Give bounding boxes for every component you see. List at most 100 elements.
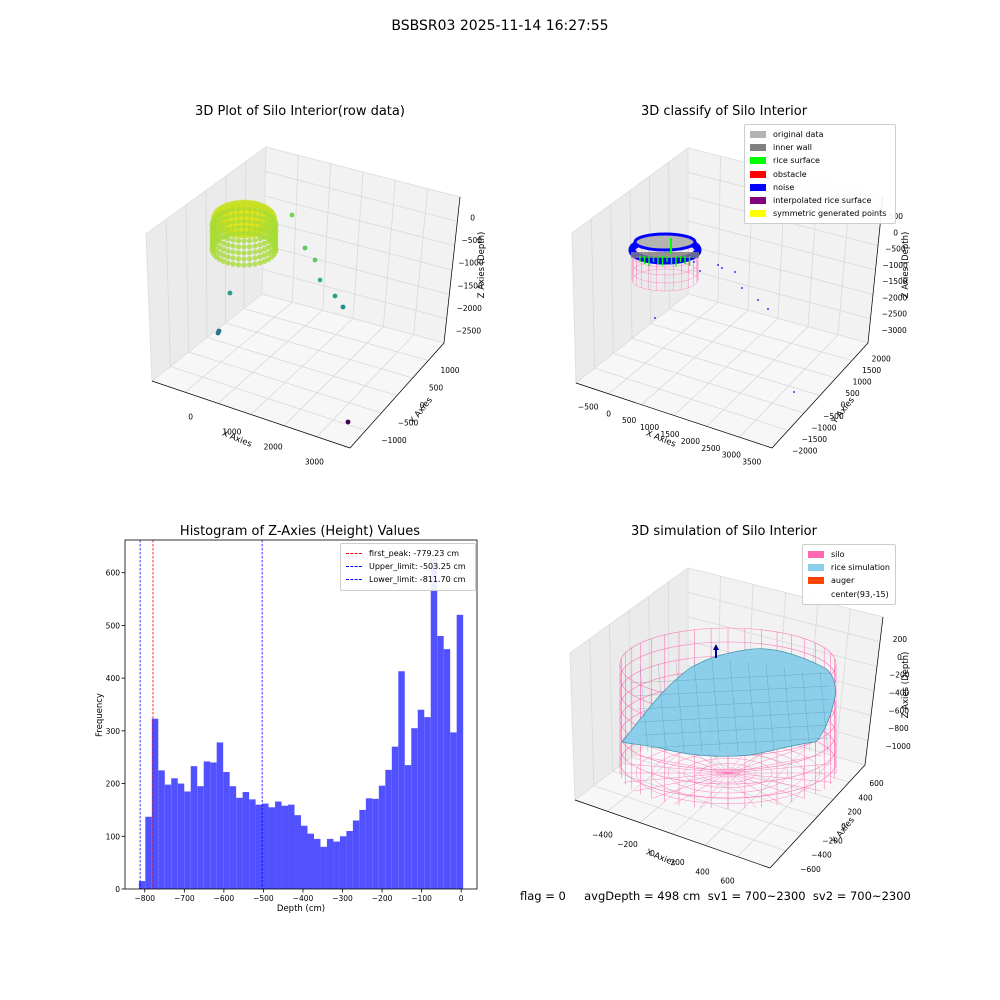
raw-wall-point [261, 210, 268, 216]
classify-grid-line [629, 190, 633, 339]
raw-wall-point [246, 262, 253, 268]
simulation-grid-line [608, 624, 614, 772]
raw-wall-point [265, 250, 272, 256]
histogram-bar [437, 635, 444, 889]
legend-label: interpolated rice surface [773, 196, 872, 206]
simulation-x-tick-label: 200 [670, 858, 685, 867]
simulation-silo-floor-spoke [651, 747, 729, 774]
simulation-z-axis-label: Z Axies (Depth) [901, 652, 911, 719]
classify-legend: original data inner wall rice surface obsta… [744, 124, 896, 225]
raw-grid-line [243, 308, 429, 361]
raw-outlier-point [312, 257, 318, 263]
simulation-z-tick-label: −800 [888, 724, 909, 733]
figure-suptitle: BSBSR03 2025-11-14 16:27:55 [391, 18, 609, 34]
raw-z-tick-label: −2000 [457, 304, 483, 313]
raw-outlier-point [340, 304, 346, 310]
raw-wall-point [246, 212, 253, 218]
classify-y-tick-label: 500 [845, 389, 860, 398]
raw-wall-point [246, 218, 253, 224]
legend-entry: auger [808, 574, 890, 587]
classify-x-tick-label: 0 [606, 409, 611, 418]
simulation-grid-line [687, 591, 881, 643]
raw-wall-point [246, 230, 253, 236]
raw-wall-point [241, 206, 247, 212]
raw-wall-point [241, 238, 247, 244]
histogram-bar [177, 783, 185, 889]
classify-y-tick-label: −1000 [811, 423, 837, 432]
histogram-x-tick-label: −200 [372, 894, 393, 903]
raw-wall-point [241, 230, 247, 236]
legend-swatch [750, 197, 766, 205]
legend-swatch [808, 591, 824, 598]
histogram-bar [164, 784, 172, 889]
simulation-rice-mesh-line [639, 711, 831, 723]
histogram-y-tick-label: 100 [106, 832, 121, 841]
legend-entry: silo [808, 548, 890, 561]
histogram-bar [411, 728, 418, 889]
simulation-z-tick-label: 0 [897, 653, 902, 662]
raw-axes-box [145, 146, 461, 449]
classify-noise-point [734, 271, 736, 273]
simulation-y-tick-label: 200 [847, 808, 862, 817]
raw-wall-point [257, 254, 263, 260]
raw-outlier-point [302, 245, 308, 251]
legend-swatch [750, 157, 766, 165]
raw-wall-point [225, 260, 231, 266]
classify-grid-line [590, 218, 596, 369]
classify-noise-point [721, 267, 723, 269]
simulation-x-axis-line [574, 799, 771, 869]
raw-wall-point [230, 213, 236, 219]
simulation-rice-mesh-line [819, 671, 829, 753]
legend-swatch [750, 170, 766, 178]
raw-wall-point [241, 224, 247, 230]
legend-entry: first_peak: -779.23 cm [346, 547, 470, 560]
histogram-bar [430, 559, 438, 889]
classify-inner-wall [631, 252, 699, 258]
raw-wall-point [241, 262, 247, 268]
raw-y-tick-label: −1000 [381, 436, 407, 445]
histogram-x-tick-label: −400 [293, 894, 314, 903]
histogram-y-tick-label: 200 [106, 780, 121, 789]
raw-wall-point [265, 244, 272, 250]
histogram-bar [203, 761, 211, 889]
classify-x-tick-label: 3000 [722, 451, 741, 460]
simulation-silo-floor-ring [715, 768, 741, 778]
legend-label: center(93,-15) [831, 589, 889, 599]
raw-wall-point [261, 228, 268, 234]
raw-wall-point [261, 234, 268, 240]
raw-wall-point [230, 219, 236, 225]
raw-wall-point [261, 246, 268, 252]
raw-x-tick-label: 3000 [305, 458, 324, 467]
legend-entry: Upper_limit: -503.25 cm [346, 560, 470, 573]
classify-z-tick-label: −2500 [882, 310, 908, 319]
simulation-silo-floor-spoke [727, 772, 783, 805]
legend-swatch [750, 131, 766, 139]
simulation-rice-mesh-line [642, 724, 831, 736]
simulation-rice-mesh-line [711, 660, 721, 753]
simulation-plot-title: 3D simulation of Silo Interior [631, 524, 817, 539]
legend-label: original data [773, 130, 824, 140]
simulation-x-tick-label: 600 [720, 876, 735, 885]
classify-z-tick-label: −3000 [881, 326, 907, 335]
simulation-z-tick-label: 200 [893, 635, 908, 644]
histogram-bar [184, 791, 191, 889]
classify-noise-point [693, 261, 695, 263]
status-footer: flag = 0 avgDepth = 498 cm sv1 = 700~230… [520, 889, 911, 903]
classify-noise-point [757, 299, 759, 301]
legend-swatch [750, 183, 766, 191]
raw-wall-point [225, 220, 231, 226]
histogram-bar [456, 614, 464, 889]
histogram-bar [339, 836, 347, 889]
legend-label: noise [773, 182, 795, 192]
raw-wall-point [225, 226, 231, 232]
simulation-y-axis-line [769, 764, 866, 869]
legend-swatch [346, 566, 362, 568]
raw-wall-point [225, 242, 231, 248]
raw-wall-point [241, 256, 247, 262]
classify-original-data [633, 232, 697, 252]
histogram-bar [288, 804, 295, 889]
raw-grid-line [205, 190, 208, 338]
histogram-bar [313, 838, 321, 889]
simulation-y-tick-label: 0 [841, 822, 846, 831]
simulation-silo-floor-ring [683, 758, 773, 788]
